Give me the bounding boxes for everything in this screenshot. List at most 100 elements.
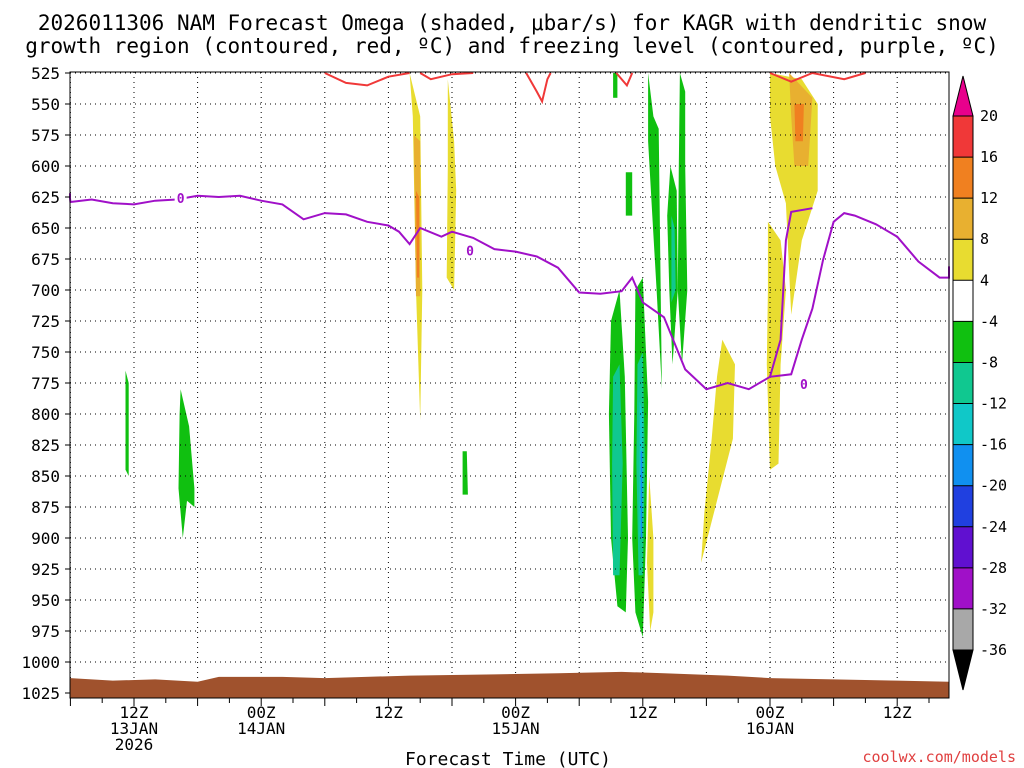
y-tick-label-650: 650 <box>31 219 60 238</box>
y-tick-label-525: 525 <box>31 64 60 83</box>
colorbar-tick-label-9: -20 <box>980 477 1007 495</box>
x-tick-label-54-0: 12Z <box>628 703 657 722</box>
y-axis: 525 550 575 600 625 650 675 700 725 750 775 800 825 8… <box>21 64 70 703</box>
x-tick-label-6-0: 12Z <box>120 703 149 722</box>
y-tick-label-1000: 1000 <box>21 653 60 672</box>
x-tick-label-6-2: 2026 <box>115 735 154 754</box>
colorbar-tick-label-3: 8 <box>980 230 989 248</box>
x-tick-label-18-1: 14JAN <box>237 719 285 738</box>
y-tick-label-725: 725 <box>31 312 60 331</box>
omega-region-22 <box>462 451 468 495</box>
y-tick-label-600: 600 <box>31 157 60 176</box>
freezing-level-label-1: 0 <box>466 244 474 259</box>
x-tick-label-42-1: 15JAN <box>492 719 540 738</box>
omega-region-24 <box>178 389 195 538</box>
colorbar-swatch-5 <box>953 321 973 363</box>
omega-region-5 <box>648 73 662 390</box>
y-tick-label-825: 825 <box>31 436 60 455</box>
colorbar-swatch-4 <box>953 280 973 322</box>
dgz-contour-2 <box>525 72 552 105</box>
colorbar-tick-label-12: -32 <box>980 600 1007 618</box>
colorbar-swatch-1 <box>953 157 973 199</box>
colorbar-bottom-arrow <box>952 649 974 691</box>
colorbar-tick-label-6: -8 <box>980 353 998 371</box>
y-tick-label-850: 850 <box>31 467 60 486</box>
colorbar-swatch-9 <box>953 485 973 528</box>
freezing-level-line <box>69 193 950 391</box>
colorbar-tick-label-13: -36 <box>980 641 1007 659</box>
colorbar: 20 16 12 8 4 -4 -8 -12 -16 -20 -24 -28 -32 -36 <box>952 75 1007 691</box>
freezing-label-bg-2 <box>797 376 810 392</box>
y-tick-label-975: 975 <box>31 622 60 641</box>
colorbar-swatch-2 <box>953 198 973 240</box>
freezing-label-bg-1 <box>464 242 477 258</box>
colorbar-tick-label-2: 12 <box>980 189 998 207</box>
colorbar-tick-label-1: 16 <box>980 148 998 166</box>
x-axis-title: Forecast Time (UTC) <box>405 749 611 768</box>
colorbar-top-arrow <box>952 75 974 117</box>
freezing-level-label-0: 0 <box>177 192 185 207</box>
omega-region-3 <box>446 79 457 290</box>
x-tick-label-66-0: 00Z <box>756 703 785 722</box>
x-tick-label-18-0: 00Z <box>247 703 276 722</box>
freezing-level-label-2: 0 <box>800 378 808 393</box>
colorbar-swatch-6 <box>953 362 973 405</box>
dgz-contour-4 <box>769 71 866 83</box>
y-tick-label-1025: 1025 <box>21 684 60 703</box>
colorbar-tick-label-4: 4 <box>980 271 989 289</box>
omega-region-4 <box>613 73 618 98</box>
x-tick-label-78-0: 12Z <box>883 703 912 722</box>
omega-region-15 <box>640 451 643 538</box>
colorbar-tick-label-8: -16 <box>980 436 1007 454</box>
colorbar-tick-label-5: -4 <box>980 312 998 330</box>
ground-fill <box>70 671 949 698</box>
colorbar-swatch-3 <box>953 239 973 281</box>
colorbar-swatch-12 <box>953 608 973 651</box>
y-tick-label-775: 775 <box>31 374 60 393</box>
x-tick-label-66-1: 16JAN <box>746 719 794 738</box>
omega-region-23 <box>125 370 129 476</box>
y-tick-label-950: 950 <box>31 591 60 610</box>
y-tick-label-900: 900 <box>31 529 60 548</box>
plot-area <box>125 73 818 638</box>
colorbar-swatch-7 <box>953 403 973 446</box>
omega-region-6 <box>677 73 688 365</box>
x-tick-label-30-0: 12Z <box>374 703 403 722</box>
omega-region-8 <box>671 215 676 303</box>
colorbar-tick-label-0: 20 <box>980 107 998 125</box>
x-tick-label-42-0: 00Z <box>501 703 530 722</box>
y-tick-label-625: 625 <box>31 188 60 207</box>
contours: 0 0 0 <box>69 71 950 393</box>
omega-region-9 <box>625 172 633 216</box>
ground <box>70 671 949 698</box>
colorbar-swatch-0 <box>953 116 973 158</box>
colorbar-tick-label-10: -24 <box>980 518 1007 536</box>
chart-title-line2: growth region (contoured, red, ºC) and f… <box>25 34 999 58</box>
freezing-level-loop <box>769 207 813 378</box>
y-tick-label-550: 550 <box>31 95 60 114</box>
credit-link[interactable]: coolwx.com/models <box>862 748 1016 766</box>
colorbar-swatch-8 <box>953 444 973 487</box>
dgz-contour-3 <box>615 72 634 88</box>
colorbar-swatch-11 <box>953 567 973 610</box>
colorbar-tick-label-7: -12 <box>980 395 1007 413</box>
y-tick-label-575: 575 <box>31 126 60 145</box>
y-tick-label-875: 875 <box>31 498 60 517</box>
dgz-contour-0 <box>324 72 410 87</box>
omega-region-16 <box>647 476 654 631</box>
y-tick-label-675: 675 <box>31 250 60 269</box>
omega-region-11 <box>612 364 623 576</box>
y-tick-label-925: 925 <box>31 560 60 579</box>
plot-frame <box>69 71 950 699</box>
colorbar-swatch-10 <box>953 526 973 569</box>
omega-region-2 <box>416 190 420 278</box>
dgz-contour-1 <box>419 72 474 81</box>
y-tick-label-700: 700 <box>31 281 60 300</box>
y-tick-label-800: 800 <box>31 405 60 424</box>
y-tick-label-750: 750 <box>31 343 60 362</box>
colorbar-tick-label-11: -28 <box>980 559 1007 577</box>
omega-region-18 <box>766 221 786 470</box>
x-tick-label-6-1: 13JAN <box>110 719 158 738</box>
